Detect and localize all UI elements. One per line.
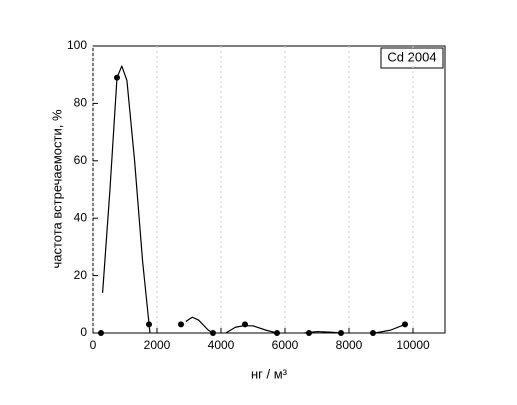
x-tick-label: 6000 <box>272 338 299 352</box>
y-tick-label: 0 <box>80 325 87 339</box>
x-axis-label: нг / м³ <box>251 366 288 381</box>
x-tick-label: 8000 <box>336 338 363 352</box>
annotation: Cd 2004 <box>387 49 436 64</box>
x-tick-label: 4000 <box>208 338 235 352</box>
plot-frame <box>92 45 446 334</box>
data-point <box>178 321 184 328</box>
y-axis-label: частота встречаемости, % <box>49 109 64 268</box>
x-tick-label: 2000 <box>144 338 171 352</box>
fit-curve <box>102 65 406 334</box>
x-tick-label: 10000 <box>396 338 430 352</box>
y-tick-label: 100 <box>67 38 87 52</box>
x-tick-label: 0 <box>90 338 97 352</box>
data-point <box>98 330 104 336</box>
y-tick-label: 60 <box>74 153 88 167</box>
data-point <box>370 330 376 336</box>
annotation-box <box>380 47 444 69</box>
y-tick-label: 20 <box>74 268 88 282</box>
y-tick-label: 40 <box>74 210 88 224</box>
y-tick-label: 80 <box>74 96 88 110</box>
